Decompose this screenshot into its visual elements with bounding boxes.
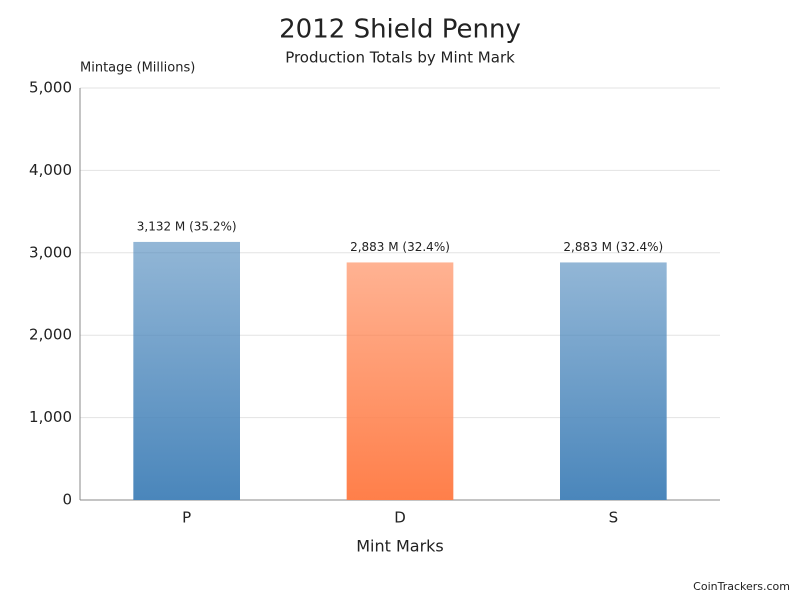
y-tick-label: 2,000 bbox=[29, 326, 72, 344]
y-tick-label: 1,000 bbox=[29, 408, 72, 426]
data-label: 2,883 M (32.4%) bbox=[563, 240, 663, 254]
chart-subtitle: Production Totals by Mint Mark bbox=[285, 49, 515, 67]
chart-title: 2012 Shield Penny bbox=[279, 15, 521, 45]
x-tick-label: P bbox=[182, 509, 191, 527]
bar bbox=[346, 262, 454, 500]
y-tick-label: 4,000 bbox=[29, 161, 72, 179]
data-label: 3,132 M (35.2%) bbox=[137, 219, 237, 233]
data-label: 2,883 M (32.4%) bbox=[350, 240, 450, 254]
y-tick-label: 0 bbox=[62, 491, 72, 509]
y-axis-title: Mintage (Millions) bbox=[80, 61, 195, 76]
x-tick-label: S bbox=[609, 509, 619, 527]
x-tick-label: D bbox=[394, 509, 406, 527]
bar bbox=[133, 241, 240, 500]
y-tick-label: 3,000 bbox=[29, 243, 72, 261]
bar bbox=[560, 262, 667, 500]
y-tick-label: 5,000 bbox=[29, 79, 72, 97]
x-axis-title: Mint Marks bbox=[356, 537, 444, 556]
credit: CoinTrackers.com bbox=[693, 580, 790, 593]
